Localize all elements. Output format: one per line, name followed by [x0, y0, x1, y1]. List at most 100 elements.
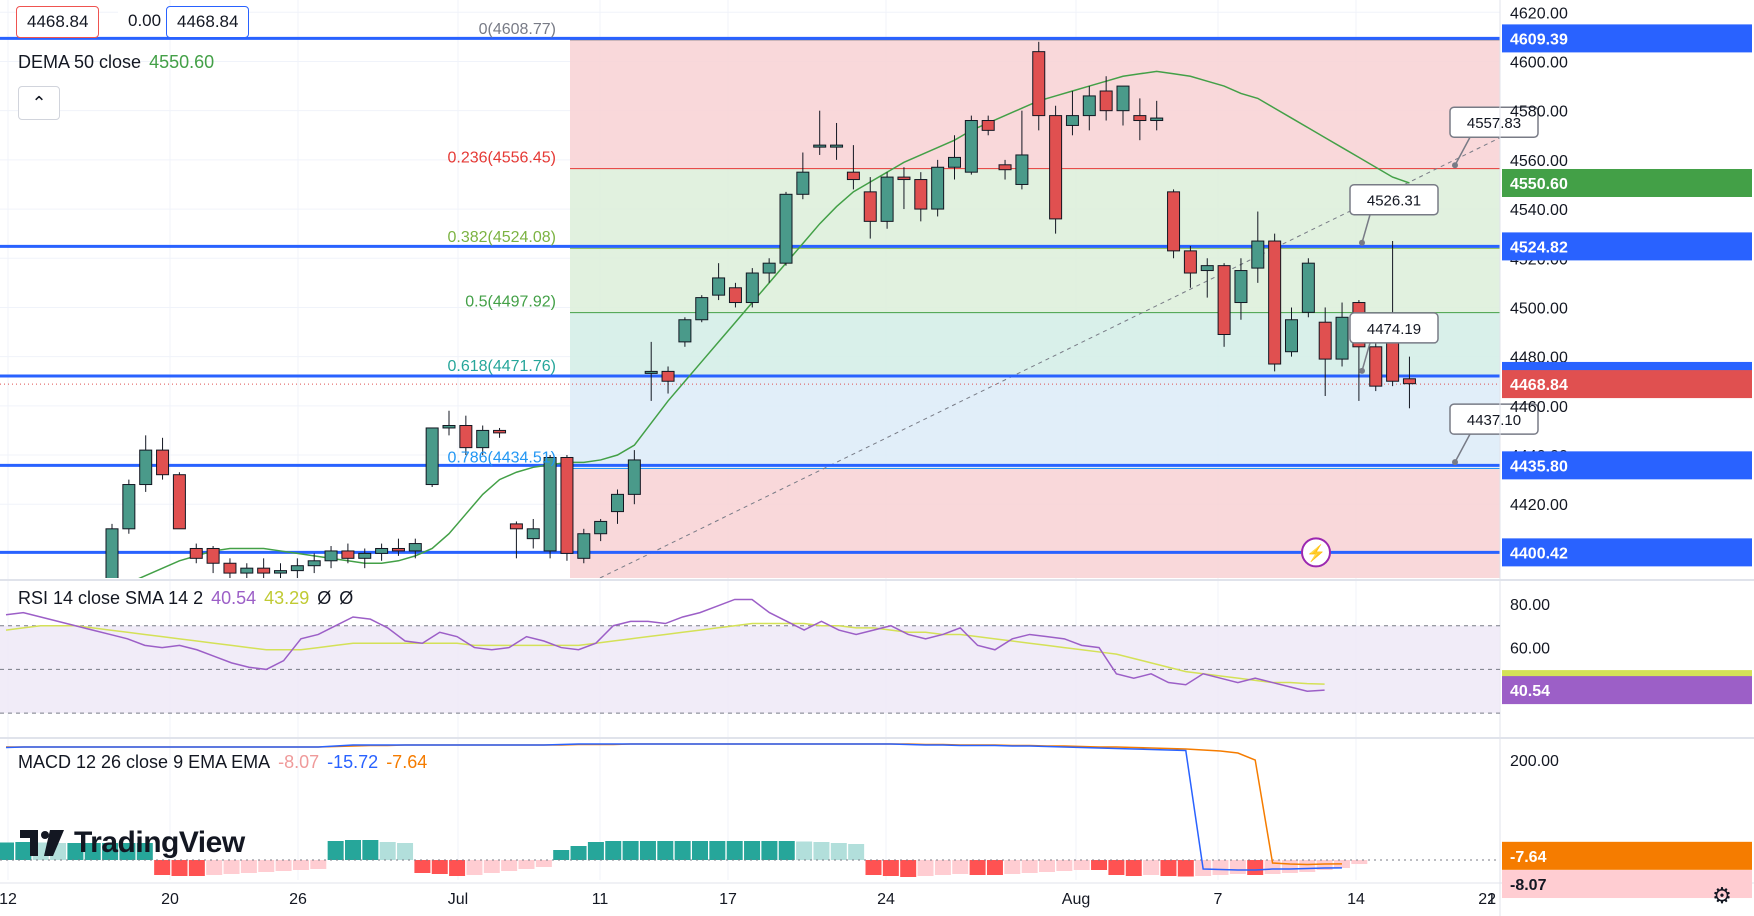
- callout-anchor: [1359, 367, 1365, 374]
- macd-histogram-bar: [379, 842, 396, 860]
- macd-histogram-bar: [570, 846, 587, 860]
- macd-histogram-bar: [1316, 860, 1333, 870]
- lightning-badge: [1301, 537, 1331, 568]
- rsi-legend[interactable]: RSI 14 close SMA 14 2 40.54 43.29 Ø Ø: [18, 588, 353, 609]
- rsi-sma-line: [5, 622, 1325, 685]
- dema-legend-value: 4550.60: [149, 52, 215, 72]
- candle-body: [661, 370, 675, 382]
- macd-histogram-bar: [1177, 860, 1194, 877]
- macd-histogram-bar: [1143, 860, 1160, 875]
- candle-body: [358, 552, 372, 559]
- macd-histogram-bar: [501, 860, 518, 871]
- price-tick-label: 4560.00: [1510, 153, 1568, 170]
- rsi-legend-value: 40.54: [211, 588, 257, 608]
- candle-body: [156, 449, 170, 476]
- level-price-badge: 4435.80: [1510, 458, 1568, 475]
- macd-histogram-bar: [639, 841, 656, 860]
- rsi-legend-extra-1: Ø: [317, 588, 332, 608]
- collapse-legend-button[interactable]: ⌃: [18, 86, 60, 120]
- macd-histogram-bar: [622, 841, 639, 860]
- macd-histogram-bar: [934, 860, 951, 875]
- macd-histogram-bar: [535, 860, 552, 867]
- macd-histogram-bar: [761, 841, 778, 860]
- time-tick-label: Jul: [448, 891, 468, 908]
- macd-histogram-bar: [692, 841, 708, 860]
- macd-legend-label: MACD 12 26 close 9 EMA EMA: [18, 752, 271, 772]
- macd-histogram-bar: [292, 860, 309, 870]
- macd-histogram-bar: [15, 842, 32, 860]
- candle-body: [1183, 250, 1197, 274]
- candle-body: [526, 528, 540, 540]
- macd-histogram-bar: [0, 842, 14, 860]
- macd-legend[interactable]: MACD 12 26 close 9 EMA EMA -8.07 -15.72 -7.…: [18, 752, 427, 773]
- macd-histogram-bar: [986, 860, 1003, 875]
- dema-legend[interactable]: DEMA 50 close 4550.60: [18, 52, 214, 73]
- candle-body: [122, 484, 136, 530]
- time-tick-label: 12: [0, 891, 17, 908]
- candle-body: [493, 429, 507, 434]
- candle-body: [290, 565, 304, 572]
- candle-body: [931, 166, 945, 210]
- candle-body: [1065, 115, 1079, 126]
- time-tick-label: 24: [877, 891, 895, 908]
- time-tick-label: 21: [1478, 891, 1496, 908]
- macd-histogram-bar: [1281, 860, 1298, 873]
- callout-anchor: [1452, 162, 1458, 169]
- candle-body: [1251, 240, 1265, 269]
- macd-histogram-bar: [605, 841, 622, 860]
- macd-histogram-bar: [1247, 860, 1264, 875]
- candle-body: [560, 456, 574, 554]
- macd-histogram-bar: [882, 860, 899, 876]
- rsi-legend-label: RSI 14 close SMA 14 2: [18, 588, 204, 608]
- macd-histogram-bar: [778, 841, 795, 860]
- level-price-badge-bg: [1502, 232, 1752, 261]
- candle-body: [728, 287, 742, 304]
- candle-body: [324, 550, 338, 562]
- candle-body: [307, 560, 321, 567]
- candle-body: [611, 493, 624, 513]
- price-tick-label: 4500.00: [1510, 300, 1568, 317]
- macd-histogram-bar: [119, 843, 136, 860]
- candle-body: [712, 277, 726, 296]
- macd-histogram-bar: [657, 841, 674, 860]
- macd-histogram-bar: [969, 860, 986, 875]
- macd-line: [5, 743, 1342, 871]
- candle-body: [981, 120, 995, 131]
- macd-histogram-bar: [917, 860, 934, 876]
- macd-histogram-bar: [431, 860, 448, 874]
- dema-price-badge-bg: [1502, 168, 1752, 197]
- gear-icon[interactable]: ⚙: [1712, 883, 1732, 908]
- candle-body: [1049, 115, 1063, 220]
- ask-price-box[interactable]: 4468.84: [166, 6, 250, 38]
- candle-body: [1285, 319, 1298, 353]
- macd-histogram-bar: [223, 860, 240, 874]
- macd-histogram-bar: [709, 841, 726, 860]
- tradingview-logo[interactable]: TradingView: [20, 826, 245, 860]
- candle-body: [1318, 321, 1332, 360]
- candle-body: [644, 370, 658, 374]
- callout-box: [1349, 183, 1439, 216]
- callout-anchor: [1359, 239, 1365, 246]
- time-tick-label: 26: [289, 891, 307, 908]
- candle-body: [1133, 115, 1147, 122]
- candle-body: [796, 171, 810, 195]
- bid-price-box[interactable]: 4468.84: [16, 6, 100, 38]
- candle-body: [1217, 265, 1231, 336]
- macd-histogram-bar: [1021, 860, 1038, 873]
- rsi-value-badge: 40.54: [1510, 683, 1550, 700]
- price-tick-label: 4420.00: [1510, 497, 1568, 514]
- candle-body: [375, 547, 389, 554]
- candle-body: [948, 156, 961, 168]
- price-tick-label: 4540.00: [1510, 202, 1568, 219]
- time-tick-label: 17: [719, 891, 737, 908]
- candle-body: [509, 523, 523, 530]
- candle-body: [1268, 240, 1282, 365]
- candle-body: [914, 179, 928, 210]
- candle-body: [779, 193, 793, 264]
- macd-histogram-bar: [1229, 860, 1246, 874]
- price-tick-label: 4600.00: [1510, 54, 1568, 71]
- macd-histogram-bar: [1160, 860, 1177, 876]
- time-tick-label: 20: [161, 891, 179, 908]
- rsi-sma-legend-value: 43.29: [264, 588, 310, 608]
